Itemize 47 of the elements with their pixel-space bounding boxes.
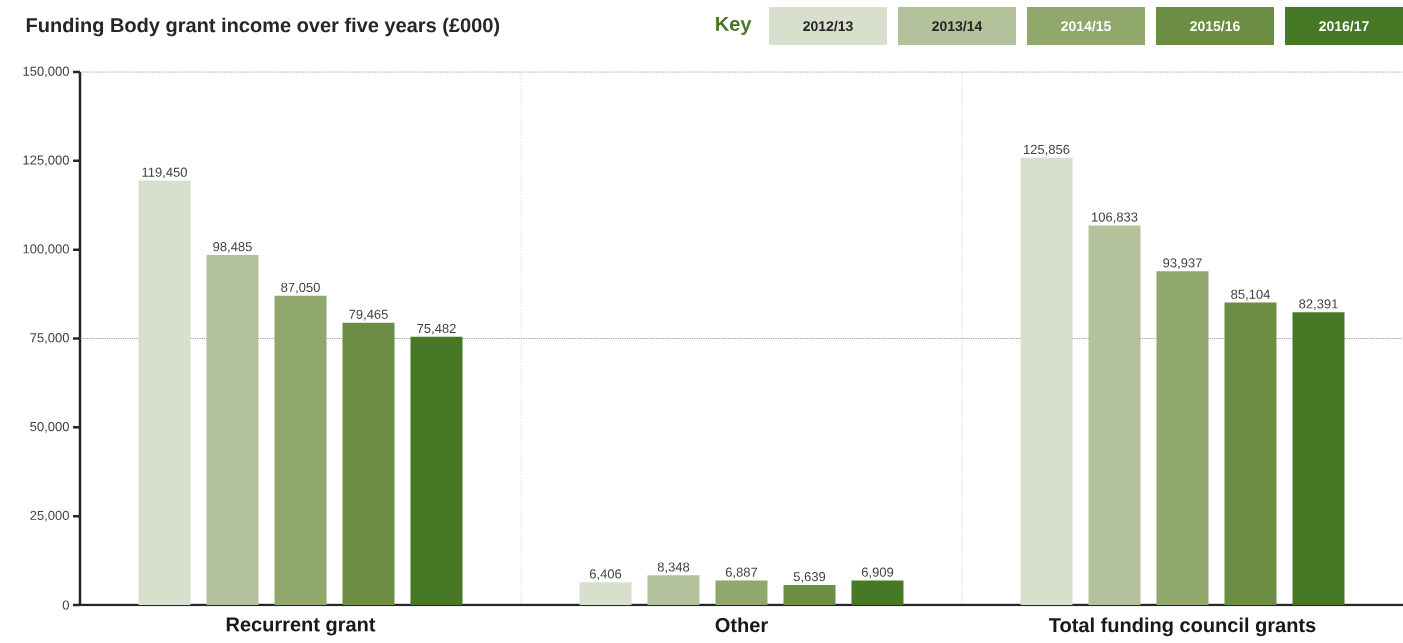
bar: [1088, 225, 1141, 605]
bar: [1020, 157, 1073, 605]
y-tick-label: 100,000: [23, 244, 69, 256]
y-tick-label: 150,000: [23, 66, 69, 78]
y-tick-label: 75,000: [30, 333, 69, 344]
y-tick-label: 0: [62, 600, 69, 610]
bar: [274, 295, 327, 605]
data-label: 75,482: [417, 323, 456, 335]
data-label: 82,391: [1299, 299, 1338, 311]
bar: [206, 255, 259, 605]
data-label: 106,833: [1091, 212, 1138, 224]
bar: [1224, 302, 1277, 605]
bar: [1292, 312, 1345, 605]
data-label: 98,485: [213, 242, 252, 253]
text: 2016/17: [1319, 20, 1369, 32]
data-label: 85,104: [1231, 289, 1270, 301]
data-label: 6,909: [861, 567, 894, 579]
x-tick-label: Total funding council grants: [1049, 617, 1316, 637]
y-tick-label: 50,000: [30, 421, 69, 433]
text: 2015/16: [1190, 20, 1240, 32]
bar: [138, 180, 191, 605]
x-tick-label: Recurrent grant: [226, 617, 376, 636]
text: 2014/15: [1061, 20, 1111, 32]
chart-title: Funding Body grant income over five years (£000): [26, 17, 500, 37]
bar: [410, 336, 463, 605]
bar: [715, 580, 768, 605]
data-label: 93,937: [1163, 258, 1202, 270]
text: 2013/14: [932, 20, 983, 32]
x-tick-label: Other: [715, 617, 768, 633]
bar: [647, 575, 700, 605]
data-label: 5,639: [793, 572, 826, 583]
data-label: 79,465: [349, 309, 388, 321]
data-label: 125,856: [1023, 144, 1070, 156]
y-tick-label: 125,000: [23, 155, 69, 167]
data-label: 6,887: [725, 567, 758, 579]
legend-title: Key: [716, 17, 752, 35]
data-label: 119,450: [142, 167, 188, 179]
y-tick-label: 25,000: [30, 510, 69, 522]
data-label: 87,050: [281, 282, 320, 294]
data-label: 6,406: [589, 569, 622, 581]
bar: [783, 584, 836, 605]
bar: [851, 580, 904, 605]
bar: [342, 322, 395, 605]
bar: [1156, 271, 1209, 605]
data-label: 8,348: [657, 562, 690, 574]
text: 2012/13: [803, 20, 853, 32]
bar: [579, 582, 632, 605]
